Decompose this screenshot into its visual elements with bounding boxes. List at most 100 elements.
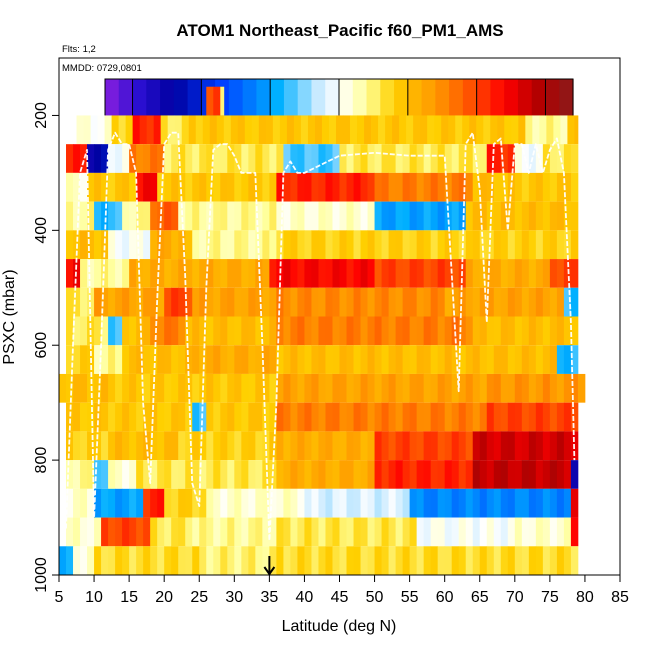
heatmap-cell bbox=[143, 287, 151, 317]
heatmap-cell bbox=[241, 316, 249, 346]
heatmap-cell bbox=[199, 172, 207, 202]
heatmap-cell bbox=[514, 259, 523, 288]
heatmap-cell bbox=[143, 259, 151, 288]
heatmap-cell bbox=[493, 287, 502, 317]
heatmap-cell bbox=[178, 546, 186, 575]
heatmap-cell bbox=[122, 316, 130, 346]
heatmap-cell bbox=[437, 287, 446, 317]
heatmap-cell bbox=[143, 144, 151, 173]
heatmap-cell bbox=[395, 316, 404, 346]
heatmap-cell bbox=[171, 287, 179, 317]
heatmap-cell bbox=[276, 316, 284, 346]
y-tick-label: 800 bbox=[33, 447, 50, 474]
heatmap-cell bbox=[178, 345, 186, 374]
heatmap-cell bbox=[199, 201, 207, 231]
heatmap-cell bbox=[479, 345, 488, 374]
heatmap-cell bbox=[73, 517, 81, 547]
heatmap-cell bbox=[178, 517, 186, 547]
heatmap-cell bbox=[528, 201, 537, 231]
heatmap-cell bbox=[164, 460, 172, 489]
heatmap-cell bbox=[220, 316, 228, 346]
heatmap-cell bbox=[360, 546, 368, 575]
heatmap-cell bbox=[521, 402, 530, 432]
heatmap-cell bbox=[423, 144, 432, 173]
heatmap-cell bbox=[437, 431, 446, 461]
heatmap-cell bbox=[542, 144, 551, 173]
heatmap-cell bbox=[241, 144, 249, 173]
heatmap-cell bbox=[171, 373, 179, 403]
heatmap-cell bbox=[444, 517, 453, 547]
heatmap-cell bbox=[290, 201, 298, 231]
heatmap-cell bbox=[87, 488, 95, 518]
arrow-head bbox=[263, 566, 276, 576]
heatmap-cell bbox=[388, 373, 396, 403]
heatmap-cell bbox=[388, 201, 396, 231]
heatmap-cell bbox=[101, 259, 109, 288]
heatmap-cell bbox=[563, 402, 572, 432]
heatmap-cell bbox=[73, 172, 81, 202]
heatmap-cell bbox=[66, 546, 74, 575]
heatmap-cell bbox=[395, 259, 404, 288]
heatmap-cell bbox=[220, 259, 228, 288]
heatmap-cell bbox=[465, 460, 474, 489]
heatmap-cell bbox=[556, 460, 565, 489]
heatmap-cell bbox=[66, 373, 74, 403]
heatmap-cell bbox=[122, 402, 130, 432]
heatmap-cell bbox=[230, 115, 239, 145]
heatmap-cell bbox=[528, 460, 537, 489]
heatmap-cell bbox=[87, 431, 95, 461]
heatmap-cell bbox=[332, 201, 340, 231]
heatmap-cell bbox=[357, 115, 365, 145]
heatmap-cell bbox=[136, 316, 144, 346]
heatmap-cell bbox=[241, 201, 249, 231]
heatmap-cell bbox=[255, 460, 263, 489]
heatmap-cell bbox=[367, 488, 375, 518]
heatmap-cell bbox=[570, 402, 579, 432]
heatmap-cell bbox=[437, 488, 446, 518]
heatmap-cell bbox=[521, 316, 530, 346]
heatmap-cell bbox=[129, 431, 137, 461]
heatmap-cell bbox=[542, 488, 551, 518]
heatmap-cell bbox=[339, 402, 347, 432]
heatmap-cell bbox=[444, 287, 453, 317]
heatmap-cell bbox=[73, 402, 81, 432]
heatmap-cell bbox=[297, 316, 305, 346]
heatmap-cell bbox=[493, 230, 502, 260]
heatmap-cell bbox=[178, 172, 186, 202]
heatmap-cell bbox=[493, 144, 502, 173]
heatmap-cell bbox=[73, 144, 81, 173]
heatmap-cell bbox=[346, 402, 354, 432]
heatmap-cell bbox=[430, 402, 439, 432]
heatmap-cell bbox=[367, 230, 375, 260]
heatmap-cell bbox=[563, 345, 572, 374]
heatmap-cell bbox=[136, 488, 144, 518]
heatmap-cell bbox=[195, 115, 204, 145]
colorbar-segment bbox=[394, 79, 409, 118]
heatmap-cell bbox=[458, 316, 467, 346]
heatmap-cell bbox=[122, 517, 130, 547]
heatmap-cell bbox=[402, 259, 411, 288]
heatmap-cell bbox=[164, 345, 172, 374]
heatmap-cell bbox=[409, 172, 418, 202]
heatmap-cell bbox=[108, 402, 116, 432]
heatmap-cell bbox=[430, 230, 439, 260]
colorbar-segment bbox=[160, 79, 175, 118]
colorbar-segment bbox=[187, 79, 202, 118]
heatmap-cell bbox=[374, 488, 382, 518]
heatmap-cell bbox=[269, 373, 277, 403]
heatmap-cell bbox=[276, 373, 284, 403]
heatmap-cell bbox=[556, 517, 565, 547]
heatmap-cell bbox=[220, 460, 228, 489]
heatmap-cell bbox=[500, 488, 509, 518]
heatmap-cell bbox=[332, 259, 340, 288]
heatmap-cell bbox=[136, 517, 144, 547]
heatmap-cell bbox=[542, 230, 551, 260]
heatmap-cell bbox=[192, 546, 200, 575]
heatmap-cell bbox=[192, 488, 200, 518]
y-tick-label: 400 bbox=[33, 217, 50, 244]
heatmap-cell bbox=[248, 259, 256, 288]
heatmap-cell bbox=[157, 402, 165, 432]
heatmap-cell bbox=[374, 373, 382, 403]
heatmap-cell bbox=[150, 460, 158, 489]
heatmap-cell bbox=[381, 287, 389, 317]
